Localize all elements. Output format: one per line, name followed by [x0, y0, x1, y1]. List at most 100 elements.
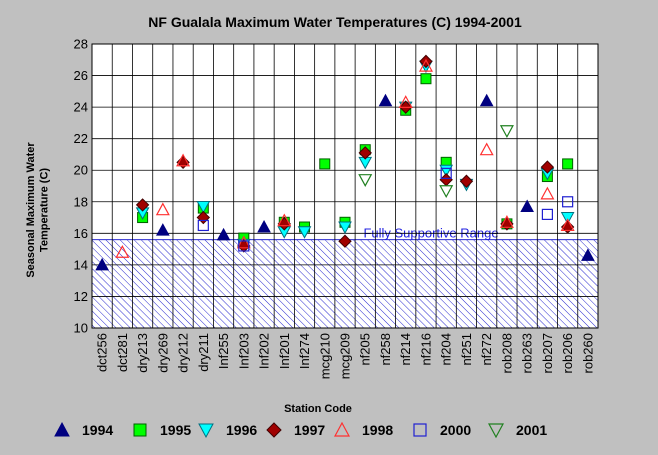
legend-marker [413, 423, 427, 437]
point-2000-nf204 [440, 167, 452, 179]
point-1995-rob206 [562, 158, 574, 170]
chart-title: NF Gualala Maximum Water Temperatures (C… [148, 14, 522, 30]
point-2000-dry211 [197, 219, 209, 232]
point-1994-nf272 [479, 93, 494, 107]
point-1994-rob260 [581, 248, 595, 261]
x-tick-label: dct256 [95, 333, 110, 372]
y-tick-labels: 10 12 14 16 18 20 22 24 26 28 [74, 37, 88, 336]
point-1998-dct281 [115, 245, 130, 258]
y-tick-label: 10 [74, 321, 88, 336]
point-1996-dry211 [196, 201, 211, 214]
x-tick-label: rob263 [520, 333, 535, 373]
fully-supportive-band: Fully Supportive Range [91, 226, 599, 329]
x-tick-label: dry211 [196, 333, 211, 372]
y-tick-label: 28 [74, 37, 88, 52]
x-tick-label: Inf255 [216, 333, 231, 369]
point-2000-rob206 [562, 196, 574, 208]
point-1998-nf272 [479, 142, 494, 156]
legend-label: 2001 [516, 422, 547, 438]
x-tick-label: nf251 [459, 333, 474, 366]
x-tick-label: nf214 [398, 333, 413, 366]
point-1994-dct256 [95, 257, 109, 271]
series-1996 [135, 60, 575, 252]
y-tick-label: 20 [74, 163, 88, 178]
legend-label: 1995 [160, 422, 191, 438]
x-tick-label: Inf203 [236, 333, 251, 369]
point-1998-rob207 [540, 186, 555, 200]
x-tick-label: dct281 [115, 333, 130, 372]
point-1995-nf216 [420, 73, 432, 85]
x-tick-label: rob206 [560, 333, 575, 373]
point-1996-mcg209 [338, 221, 352, 235]
x-tick-label: mcg209 [338, 333, 353, 379]
point-1998-Inf201 [277, 213, 292, 227]
legend-label: 1997 [294, 422, 325, 438]
x-tick-label: Inf202 [257, 333, 272, 369]
series-1998 [115, 58, 575, 258]
point-1994-rob263 [520, 199, 535, 213]
point-2001-nf204 [439, 185, 454, 198]
x-tick-label: dry213 [135, 333, 150, 373]
legend: 1994 1995 1996 1997 1998 2000 2001 [54, 421, 547, 439]
x-tick-label: rob260 [580, 333, 595, 373]
x-tick-label: nf205 [358, 333, 373, 366]
point-1997-dry213 [135, 198, 150, 212]
point-1998-Inf203 [236, 235, 251, 249]
y-tick-label: 24 [74, 100, 88, 115]
y-tick-label: 18 [74, 194, 88, 209]
point-1994-dry269 [155, 223, 170, 236]
legend-item-1995: 1995 [133, 422, 191, 438]
point-1998-nf216 [418, 58, 433, 72]
point-1996-Inf274 [297, 226, 312, 239]
x-tick-label: mcg210 [317, 333, 332, 379]
series-1994 [95, 93, 595, 271]
point-1996-rob206 [560, 212, 575, 225]
point-1994-nf258 [378, 93, 393, 107]
point-1998-nf214 [398, 95, 413, 108]
legend-item-2000: 2000 [413, 422, 471, 438]
legend-item-1998: 1998 [333, 421, 393, 438]
y-tick-label: 16 [74, 226, 88, 241]
y-tick-label: 12 [74, 289, 88, 304]
point-2001-nf205 [358, 174, 373, 187]
y-tick-label: 26 [74, 68, 88, 83]
x-tick-label: Inf274 [297, 333, 312, 369]
point-1995-mcg210 [319, 158, 331, 170]
y-tick-label: 22 [74, 131, 88, 146]
legend-marker [333, 421, 351, 437]
x-tick-label: rob208 [499, 333, 514, 373]
legend-label: 1996 [226, 422, 257, 438]
point-1994-Inf255 [216, 227, 231, 241]
point-1997-rob207 [540, 160, 555, 174]
point-1997-nf251 [459, 174, 474, 188]
legend-marker [266, 422, 282, 438]
band-area [91, 239, 599, 329]
legend-marker [198, 423, 214, 439]
point-1998-dry212 [176, 153, 191, 167]
legend-item-2001: 2001 [487, 422, 547, 439]
x-tick-label: rob207 [540, 333, 555, 373]
y-axis-label: Seasonal Maximum Water Temperature (C) [25, 142, 51, 278]
legend-label: 1998 [362, 422, 393, 438]
point-1997-nf205 [358, 146, 372, 160]
y-tick-label: 14 [74, 257, 88, 272]
legend-label: 2000 [440, 422, 471, 438]
series-2000 [197, 167, 574, 252]
point-1997-mcg209 [338, 234, 352, 248]
legend-marker [133, 423, 147, 437]
point-1998-rob208 [499, 215, 514, 228]
x-axis-label: Station Code [284, 403, 352, 415]
legend-label: 1994 [82, 422, 113, 438]
x-tick-label: nf204 [439, 333, 454, 366]
x-tick-label: nf272 [479, 333, 494, 366]
point-2001-rob208 [499, 125, 514, 139]
series-2001 [358, 125, 514, 198]
point-1998-dry269 [155, 202, 170, 216]
x-category-labels: dct256 dct281 dry213 dry269 dry212 dry211 Inf2… [95, 333, 596, 379]
legend-item-1997: 1997 [266, 422, 325, 438]
legend-item-1994: 1994 [54, 421, 113, 438]
data-points [95, 54, 595, 271]
x-tick-label: dry269 [155, 333, 170, 373]
legend-item-1996: 1996 [198, 422, 257, 439]
